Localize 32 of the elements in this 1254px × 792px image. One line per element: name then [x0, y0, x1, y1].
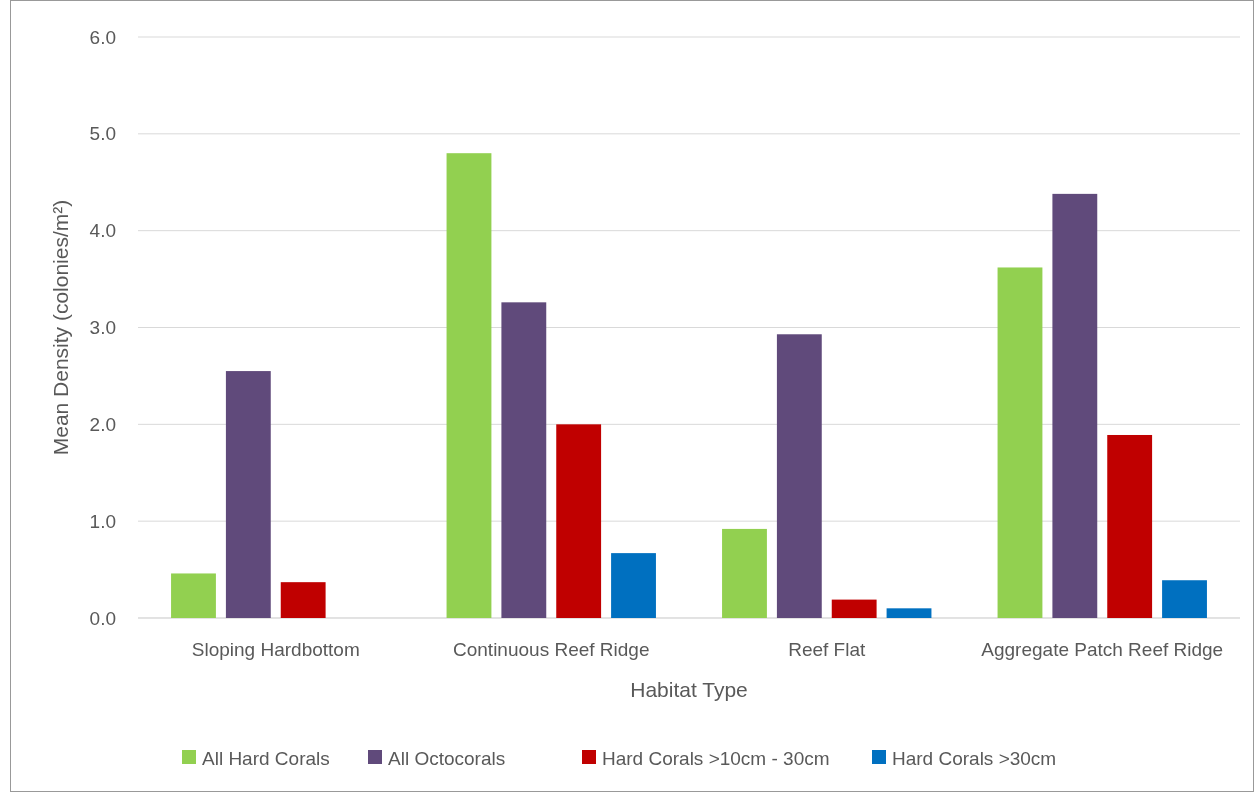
- legend-label: All Hard Corals: [202, 747, 330, 769]
- y-tick-label: 4.0: [89, 220, 116, 242]
- x-tick-label: Reef Flat: [788, 639, 867, 660]
- x-axis-title: Habitat Type: [630, 678, 748, 701]
- bar: [501, 302, 547, 618]
- y-axis-title: Mean Density (colonies/m²): [49, 199, 72, 456]
- bar: [722, 528, 767, 618]
- bar: [556, 424, 602, 618]
- y-tick-label: 6.0: [89, 26, 116, 48]
- bar: [611, 553, 656, 618]
- bar: [1052, 193, 1098, 618]
- x-tick-label: Sloping Hardbottom: [191, 639, 360, 660]
- legend-label: All Octocorals: [388, 747, 506, 769]
- legend-label: Hard Corals >30cm: [892, 747, 1057, 769]
- y-tick-label: 3.0: [89, 317, 116, 339]
- x-tick-label: Aggregate Patch Reef Ridge: [981, 639, 1224, 660]
- bar: [776, 334, 822, 618]
- bar: [280, 582, 326, 618]
- bar: [886, 608, 932, 618]
- x-tick-label: Continuous Reef Ridge: [453, 639, 650, 660]
- y-tick-label: 2.0: [89, 413, 116, 435]
- bar: [997, 267, 1043, 618]
- y-tick-label: 1.0: [89, 510, 116, 532]
- bar: [831, 599, 877, 618]
- bar: [225, 371, 271, 618]
- legend-label: Hard Corals >10cm - 30cm: [602, 747, 830, 769]
- y-tick-label: 5.0: [89, 123, 116, 145]
- bar: [1162, 580, 1207, 618]
- bar: [1107, 434, 1153, 618]
- y-tick-label: 0.0: [89, 607, 116, 629]
- bar: [171, 573, 216, 618]
- bar: [446, 153, 492, 618]
